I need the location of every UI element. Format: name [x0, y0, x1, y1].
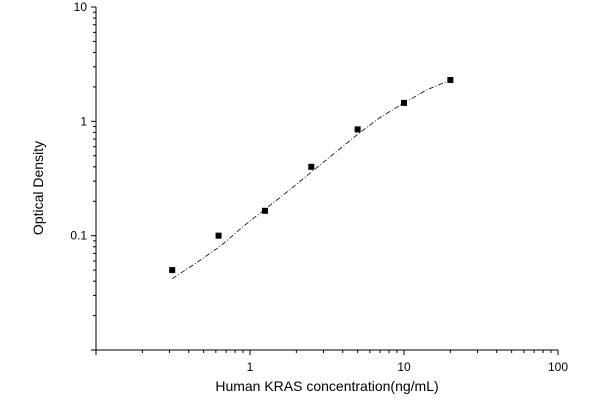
axes: [95, 7, 558, 351]
data-points: [169, 76, 454, 274]
y-tick-label: 0.1: [70, 229, 87, 243]
x-tick-label: 10: [397, 360, 411, 374]
data-point: [354, 126, 361, 133]
fit-curve: [171, 79, 451, 280]
ticks: [91, 6, 559, 355]
x-tick-label: 100: [548, 360, 568, 374]
data-point: [261, 207, 268, 214]
y-tick-label: 10: [74, 0, 88, 14]
data-point: [169, 267, 176, 274]
x-axis-title: Human KRAS concentration(ng/mL): [215, 378, 438, 394]
tick-labels: 1 10 100 0.1 1 10: [70, 0, 568, 374]
data-point: [215, 232, 222, 239]
y-axis-title: Optical Density: [30, 141, 46, 235]
data-point: [308, 163, 315, 170]
x-tick-label: 1: [247, 360, 254, 374]
data-point: [447, 76, 454, 83]
data-point: [401, 99, 407, 106]
y-tick-label: 1: [80, 114, 87, 128]
